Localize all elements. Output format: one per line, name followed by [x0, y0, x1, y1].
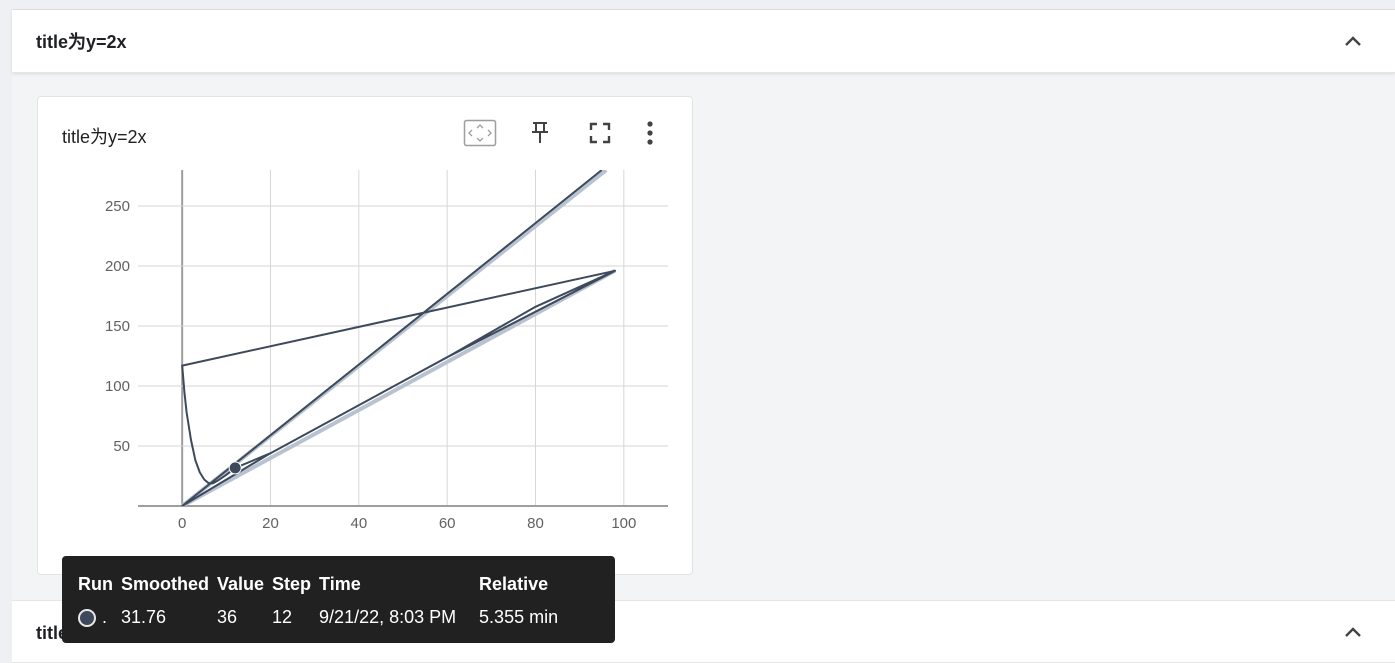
y-tick-label: 250 — [105, 198, 130, 215]
fit-domain-icon — [463, 119, 497, 152]
tooltip-header-smoothed: Smoothed — [121, 573, 209, 594]
card-title: title为y=2x — [62, 127, 147, 147]
hover-point — [228, 461, 242, 475]
tooltip-header-time: Time — [319, 573, 361, 594]
tooltip-relative: 5.355 min — [479, 606, 559, 627]
tooltip-run-cell: . — [74, 598, 117, 636]
tooltip-smoothed: 31.76 — [121, 606, 167, 627]
x-tick-label: 20 — [262, 515, 279, 532]
pin-button[interactable] — [510, 119, 570, 151]
scalar-card: title为y=2x — [37, 96, 693, 575]
y-tick-label: 150 — [105, 318, 130, 335]
group-header-y2x[interactable]: title为y=2x — [12, 10, 1395, 73]
more-vert-icon — [646, 120, 654, 151]
left-gutter — [0, 0, 12, 663]
tooltip-step: 12 — [272, 606, 293, 627]
x-tick-label: 0 — [178, 515, 186, 532]
fullscreen-button[interactable] — [570, 119, 630, 151]
smoothed-series-line — [181, 170, 616, 506]
more-options-button[interactable] — [630, 119, 670, 151]
x-tick-label: 40 — [350, 515, 367, 532]
chevron-up-icon[interactable] — [1341, 620, 1365, 644]
x-tick-label: 80 — [527, 515, 544, 532]
tooltip-header-run: Run — [78, 573, 113, 594]
pin-icon — [530, 121, 550, 150]
tooltip-value: 36 — [217, 606, 238, 627]
run-color-dot — [78, 608, 96, 627]
group-title: title为y=2x — [36, 32, 127, 52]
chevron-up-icon[interactable] — [1341, 29, 1365, 53]
tooltip-run: . — [102, 606, 108, 627]
line-chart[interactable]: 0 20 40 60 80 100 50 100 150 200 250 — [38, 97, 694, 576]
y-tick-label: 50 — [113, 438, 130, 455]
y-tick-label: 100 — [105, 378, 130, 395]
fullscreen-icon — [589, 122, 611, 149]
tooltip-header-value: Value — [217, 573, 265, 594]
x-tick-label: 100 — [611, 515, 636, 532]
raw-series-line — [181, 269, 616, 506]
tooltip-row: . 31.76 36 12 9/21/22, 8:03 PM 5.355 min — [74, 598, 562, 636]
tooltip-header-step: Step — [272, 573, 312, 594]
x-tick-label: 60 — [439, 515, 456, 532]
tooltip-header-relative: Relative — [479, 573, 549, 594]
y-tick-label: 200 — [105, 258, 130, 275]
chart-tooltip: Run Smoothed Value Step Time Relative . … — [62, 556, 615, 643]
tooltip-table: Run Smoothed Value Step Time Relative . … — [74, 570, 562, 636]
fit-domain-button[interactable] — [450, 119, 510, 151]
previous-group-edge — [12, 0, 1395, 10]
card-toolbar — [450, 119, 670, 151]
tooltip-time: 9/21/22, 8:03 PM — [319, 606, 457, 627]
